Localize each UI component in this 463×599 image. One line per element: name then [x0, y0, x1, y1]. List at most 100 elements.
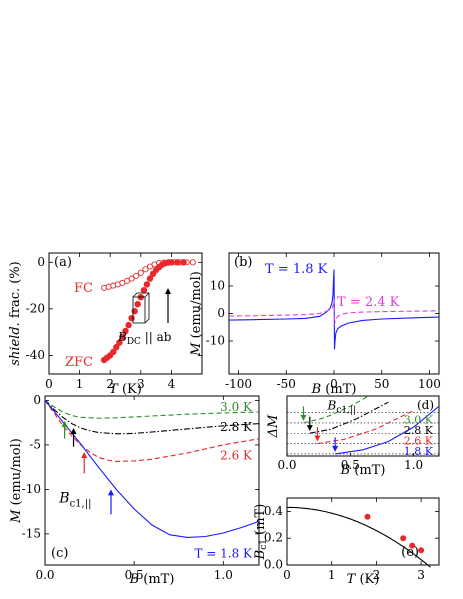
d-plot-area: [300, 396, 439, 455]
e-ytick-label: 0.4: [264, 504, 283, 518]
c-arrow-blue: [107, 489, 114, 515]
a-field-arrow-head: [165, 288, 171, 294]
a-ytick-label: -40: [26, 348, 45, 362]
c-xtick-label: 0.5: [125, 568, 144, 582]
a-point-zfc: [131, 308, 138, 315]
c-series-black: [44, 400, 260, 435]
d-series-blue: [335, 405, 439, 455]
crystal-edge: [144, 292, 150, 298]
d-arrow-red-head: [314, 435, 321, 442]
panel-e: 0 1 2 3 0.0 0.2 0.4 (e) T (K) Bc1 (mT): [253, 497, 440, 587]
c-arrow-blue-head: [107, 489, 114, 496]
d-arrow-red: [314, 427, 321, 442]
e-point: [364, 513, 371, 520]
b-xtick-label: 100: [418, 377, 441, 391]
c-ytick-label: -10: [22, 482, 41, 496]
a-point-zfc: [174, 259, 181, 266]
d-label-28k: 2.8 K: [404, 424, 434, 437]
d-ylabel: ΔM: [266, 414, 281, 438]
e-xtick-label: 0: [283, 568, 291, 582]
b-label-18k: T = 1.8 K: [265, 262, 328, 277]
e-panel-label: (e): [401, 545, 419, 560]
c-frame: [44, 395, 260, 566]
e-ytick-label: 0.2: [264, 531, 283, 545]
e-point: [418, 547, 425, 554]
b-series-magenta: [228, 299, 440, 325]
a-ytick-label: 0: [37, 255, 45, 269]
d-series-green: [303, 396, 370, 424]
c-arrow-black-head: [70, 428, 77, 435]
crystal-front: [132, 296, 146, 324]
a-xtick-label: 0: [45, 377, 53, 391]
c-series-blue: [44, 400, 260, 538]
b-ytick-label: -10: [206, 334, 225, 348]
a-point-zfc: [128, 315, 135, 322]
a-ylabel: shield. frac. (%): [8, 261, 23, 365]
d-bc1-label: Bc1,||: [327, 398, 357, 415]
c-arrow-green-head: [61, 420, 68, 427]
a-panel-label: (a): [54, 255, 72, 270]
a-point-fc: [137, 269, 144, 276]
d-arrow-black-head: [306, 425, 313, 432]
a-point-fc: [189, 259, 196, 266]
b-xtick-label: -100: [225, 377, 252, 391]
e-xlabel: T (K): [347, 572, 380, 587]
c-ytick-label: 0: [33, 393, 41, 407]
a-fc-label: FC: [74, 281, 93, 296]
d-arrow-black: [306, 416, 313, 432]
b-ytick-label: 10: [210, 279, 225, 293]
a-xtick-label: 4: [168, 377, 176, 391]
a-point-zfc: [168, 259, 175, 266]
e-frame: [286, 497, 440, 566]
a-field-label: BDC || ab: [117, 330, 172, 347]
a-point-zfc: [113, 344, 120, 351]
d-series-red: [317, 410, 414, 445]
a-point-zfc: [122, 327, 129, 335]
c-label-26k: 2.6 K: [220, 449, 253, 463]
a-point-zfc: [140, 287, 148, 294]
a-zfc-label: ZFC: [65, 355, 93, 370]
d-xlabel: B (mT): [340, 463, 386, 478]
a-point-zfc: [143, 281, 151, 288]
d-arrow-green-head: [300, 414, 307, 421]
d-arrow-blue-head: [332, 445, 339, 452]
c-series-green: [44, 399, 260, 419]
d-series-black: [309, 401, 389, 434]
a-ytick-label: -20: [26, 301, 45, 315]
c-label-18k: T = 1.8 K: [194, 546, 253, 560]
a-xtick-label: 1: [76, 377, 84, 391]
c-label-30k: 3.0 K: [220, 400, 253, 414]
a-point-fc: [142, 266, 149, 273]
panel-d: 0.0 0.5 1.0 (d) 3.0 K2.8 K2.6 K1.8 K Bc1,|| B …: [266, 395, 440, 478]
c-arrow-green: [61, 420, 68, 439]
d-frame: [286, 395, 440, 457]
b-ytick-label: 0: [217, 306, 225, 320]
a-xtick-label: 2: [106, 377, 114, 391]
a-point-zfc: [125, 321, 132, 329]
d-xtick-label: 0.0: [277, 458, 296, 472]
a-xtick-label: 3: [137, 377, 145, 391]
d-label-26k: 2.6 K: [404, 434, 434, 447]
d-xtick-label: 0.5: [341, 458, 360, 472]
a-frame: [48, 252, 203, 375]
b-xtick-label: -50: [277, 377, 296, 391]
b-panel-label: (b): [234, 255, 252, 270]
c-xlabel: B (mT): [129, 572, 175, 587]
e-point: [409, 542, 416, 549]
c-panel-label: (c): [51, 546, 68, 561]
c-arrow-red: [81, 452, 88, 474]
a-point-zfc: [146, 275, 154, 282]
d-label-18k: 1.8 K: [404, 445, 434, 458]
d-arrow-blue: [332, 437, 339, 452]
b-xtick-label: 0: [330, 377, 338, 391]
a-point-fc: [133, 272, 140, 279]
a-field-arrow: [165, 288, 171, 323]
e-point: [400, 535, 407, 542]
d-panel-label: (d): [417, 398, 434, 412]
c-arrow-red-head: [81, 452, 88, 459]
e-ytick-label: 0.0: [264, 558, 283, 572]
d-xtick-label: 1.0: [404, 458, 423, 472]
b-series-blue: [228, 269, 440, 350]
